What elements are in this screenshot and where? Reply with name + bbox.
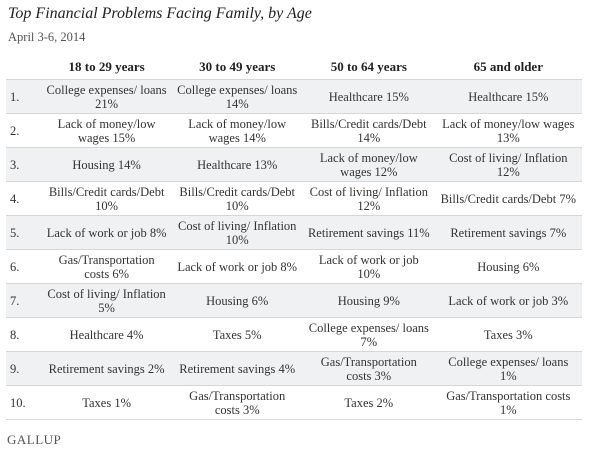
table-cell: Housing 14% xyxy=(41,147,172,182)
table-cell: Housing 6% xyxy=(434,249,582,284)
table-cell: Lack of money/low wages 12% xyxy=(303,147,435,182)
rank-cell: 2. xyxy=(6,113,42,148)
table-row: 1. College expenses/ loans 21% College exp… xyxy=(6,79,582,114)
table-cell: Bills/Credit cards/Debt 14% xyxy=(303,113,435,148)
table-cell: Lack of work or job 8% xyxy=(41,215,172,250)
table-cell: Retirement savings 7% xyxy=(434,215,582,250)
table-cell: Bills/Credit cards/Debt 10% xyxy=(41,181,172,216)
rank-cell: 9. xyxy=(6,351,42,386)
table-cell: Gas/Transportation costs 1% xyxy=(434,385,582,420)
subtitle: April 3-6, 2014 xyxy=(8,30,86,44)
table-cell: Cost of living/ Inflation 12% xyxy=(434,147,582,182)
table-cell: College expenses/ loans 1% xyxy=(434,351,582,386)
rank-cell: 1. xyxy=(6,79,42,114)
table-row: 8. Healthcare 4% Taxes 5% College expenses/… xyxy=(6,317,582,352)
table-row: 3. Housing 14% Healthcare 13% Lack of money… xyxy=(6,147,582,182)
table-cell: Housing 6% xyxy=(171,283,304,318)
rank-cell: 10. xyxy=(6,385,42,420)
column-header: 65 and older xyxy=(473,59,543,74)
table-row: 2. Lack of money/low wages 15% Lack of mon… xyxy=(6,113,582,148)
table-row: 7. Cost of living/ Inflation 5% Housing 6%… xyxy=(6,283,582,318)
source: GALLUP xyxy=(7,432,62,447)
table-cell: Lack of work or job 8% xyxy=(171,249,304,284)
table-cell: Bills/Credit cards/Debt 10% xyxy=(171,181,304,216)
table-cell: Taxes 3% xyxy=(434,317,582,352)
table-body: 1. College expenses/ loans 21% College exp… xyxy=(6,79,582,420)
table-cell: Housing 9% xyxy=(303,283,435,318)
table-row: 9. Retirement savings 2% Retirement saving… xyxy=(6,351,582,386)
table-cell: College expenses/ loans 21% xyxy=(41,79,172,114)
table-cell: Lack of money/low wages 14% xyxy=(171,113,304,148)
table-cell: Taxes 2% xyxy=(303,385,435,420)
table-cell: Retirement savings 11% xyxy=(303,215,435,250)
table-cell: Lack of work or job 10% xyxy=(303,249,435,284)
table-cell: Gas/Transportation costs 3% xyxy=(303,351,435,386)
rank-cell: 7. xyxy=(6,283,42,318)
table-row: 10. Taxes 1% Gas/Transportation costs 3% Ta… xyxy=(6,385,582,420)
column-header: 50 to 64 years xyxy=(330,59,407,74)
table-cell: Lack of money/low wages 13% xyxy=(434,113,582,148)
rank-cell: 4. xyxy=(6,181,42,216)
table-cell: Healthcare 15% xyxy=(303,79,435,114)
table-cell: Healthcare 13% xyxy=(171,147,304,182)
table-cell: Gas/Transportation costs 6% xyxy=(41,249,172,284)
table-cell: Lack of work or job 3% xyxy=(434,283,582,318)
table-cell: Retirement savings 2% xyxy=(41,351,172,386)
column-header: 30 to 49 years xyxy=(199,59,276,74)
rank-cell: 5. xyxy=(6,215,42,250)
table-cell: Healthcare 15% xyxy=(434,79,582,114)
header-row: 18 to 29 years 30 to 49 years 50 to 64 yea… xyxy=(6,55,582,80)
title: Top Financial Problems Facing Family, by… xyxy=(8,5,312,22)
column-header: 18 to 29 years xyxy=(68,59,145,74)
rank-cell: 8. xyxy=(6,317,42,352)
table-cell: Lack of money/low wages 15% xyxy=(41,113,172,148)
table-cell: College expenses/ loans 7% xyxy=(303,317,435,352)
table-row: 6. Gas/Transportation costs 6% Lack of wor… xyxy=(6,249,582,284)
table-cell: Bills/Credit cards/Debt 7% xyxy=(434,181,582,216)
table-cell: College expenses/ loans 14% xyxy=(171,79,304,114)
table-cell: Healthcare 4% xyxy=(41,317,172,352)
table-row: 5. Lack of work or job 8% Cost of living/ … xyxy=(6,215,582,250)
table-cell: Taxes 1% xyxy=(41,385,172,420)
table-row: 4. Bills/Credit cards/Debt 10% Bills/Credi… xyxy=(6,181,582,216)
table-cell: Retirement savings 4% xyxy=(171,351,304,386)
table-cell: Taxes 5% xyxy=(171,317,304,352)
table-cell: Cost of living/ Inflation 5% xyxy=(41,283,172,318)
table-cell: Cost of living/ Inflation 12% xyxy=(303,181,435,216)
rank-cell: 6. xyxy=(6,249,42,284)
table-cell: Gas/Transportation costs 3% xyxy=(171,385,304,420)
table: 18 to 29 years 30 to 49 years 50 to 64 yea… xyxy=(6,55,582,420)
rank-cell: 3. xyxy=(6,147,42,182)
header-cell xyxy=(6,55,42,80)
table-cell: Cost of living/ Inflation 10% xyxy=(171,215,304,250)
